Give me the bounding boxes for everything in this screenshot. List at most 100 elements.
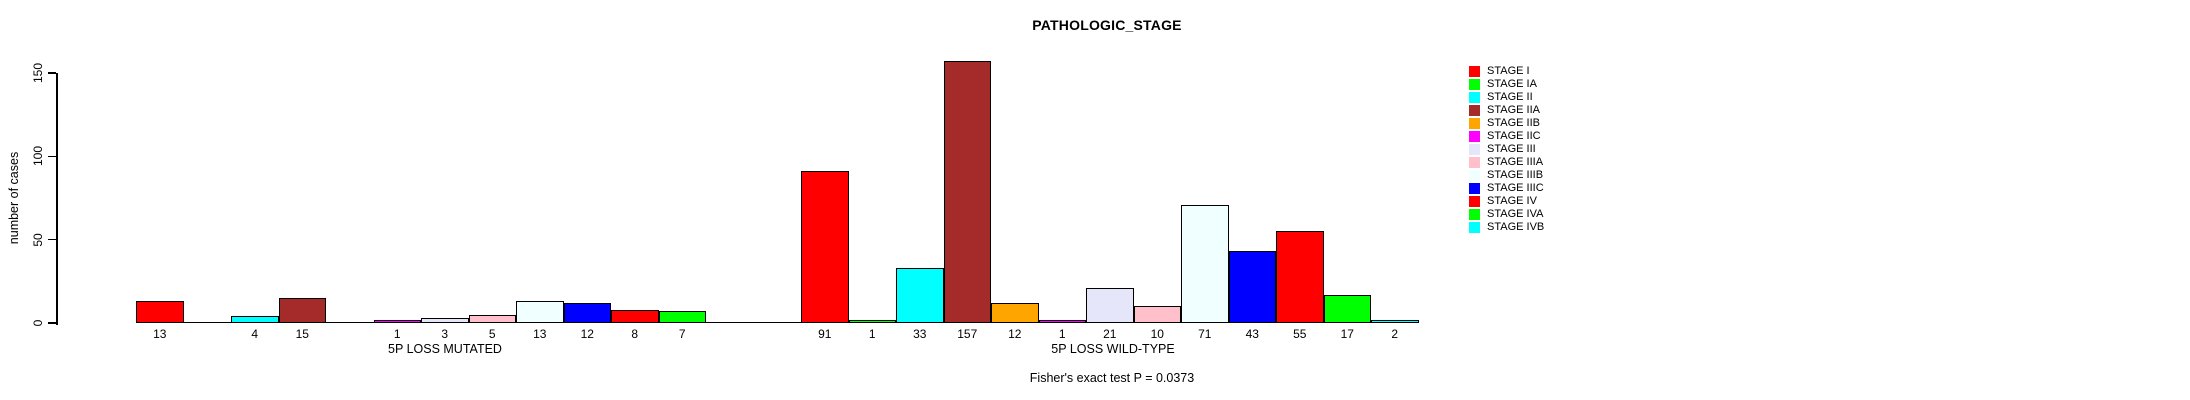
legend: STAGE I STAGE IA STAGE II STAGE IIA STAGE II…	[1469, 65, 1544, 234]
y-tick-label-text: 0	[31, 319, 45, 327]
y-tick	[48, 322, 56, 324]
bar	[421, 317, 469, 323]
bar-value-label: 1	[393, 327, 401, 341]
legend-item: STAGE IIIC	[1469, 182, 1544, 195]
legend-item: STAGE IVA	[1469, 208, 1544, 221]
legend-label: STAGE IIIC	[1487, 182, 1544, 194]
legend-label: STAGE IVA	[1487, 208, 1544, 220]
bar	[1086, 287, 1134, 323]
bar	[136, 301, 184, 323]
legend-item: STAGE IIIB	[1469, 169, 1544, 182]
fisher-test-annotation: Fisher's exact test P = 0.0373	[1029, 371, 1195, 385]
legend-label: STAGE IIB	[1487, 117, 1540, 129]
bar	[278, 297, 326, 323]
bar-value-label: 10	[1150, 327, 1164, 341]
legend-item: STAGE I	[1469, 65, 1544, 78]
y-tick	[48, 155, 56, 158]
legend-color-swatch	[1469, 183, 1480, 194]
bar	[231, 316, 279, 323]
legend-color-swatch	[1469, 209, 1480, 220]
bar	[563, 302, 611, 323]
bar-value-label: 2	[1391, 327, 1399, 341]
legend-color-swatch	[1469, 131, 1480, 142]
legend-color-swatch	[1469, 92, 1480, 103]
bar-value-label: 55	[1293, 327, 1307, 341]
legend-label: STAGE IIC	[1487, 130, 1541, 142]
legend-item: STAGE IIIA	[1469, 156, 1544, 169]
legend-item: STAGE IA	[1469, 78, 1544, 91]
bar-value-label: 71	[1198, 327, 1212, 341]
legend-label: STAGE IIA	[1487, 104, 1540, 116]
legend-label: STAGE II	[1487, 91, 1533, 103]
x-group-label-mutated: 5P LOSS MUTATED	[388, 342, 502, 356]
y-tick-label-text: 100	[31, 146, 45, 167]
y-tick	[48, 238, 56, 241]
bar	[658, 311, 706, 323]
legend-color-swatch	[1469, 196, 1480, 207]
y-tick	[48, 72, 56, 74]
bar	[1371, 319, 1419, 323]
bar-value-label: 157	[957, 327, 978, 341]
bar-value-label: 43	[1245, 327, 1259, 341]
bar	[468, 314, 516, 323]
legend-item: STAGE IVB	[1469, 221, 1544, 234]
legend-label: STAGE IIIA	[1487, 156, 1544, 168]
x-group-label-wildtype: 5P LOSS WILD-TYPE	[1051, 342, 1175, 356]
legend-color-swatch	[1469, 79, 1480, 90]
bar-value-label: 5	[488, 327, 496, 341]
bar-value-label: 21	[1103, 327, 1117, 341]
bar-value-label: 13	[533, 327, 547, 341]
bar	[373, 320, 421, 323]
bar-value-label: 1	[1058, 327, 1066, 341]
bar	[801, 171, 849, 323]
bar-value-label: 33	[913, 327, 927, 341]
x-baseline	[136, 321, 1419, 323]
legend-label: STAGE IIIB	[1487, 169, 1544, 181]
bar	[848, 320, 896, 323]
y-tick-label-text: 150	[31, 62, 45, 83]
legend-label: STAGE III	[1487, 143, 1536, 155]
bar-value-label: 4	[251, 327, 259, 341]
bar-value-label: 17	[1340, 327, 1354, 341]
bar	[516, 301, 564, 323]
legend-item: STAGE IIC	[1469, 130, 1544, 143]
bar	[943, 61, 991, 323]
legend-item: STAGE III	[1469, 143, 1544, 156]
bar	[1228, 251, 1276, 323]
bar	[896, 267, 944, 323]
chart-title: PATHOLOGIC_STAGE	[1032, 17, 1182, 33]
bar	[1133, 306, 1181, 323]
bar-value-label: 91	[818, 327, 832, 341]
legend-item: STAGE IIB	[1469, 117, 1544, 130]
legend-label: STAGE IA	[1487, 78, 1537, 90]
bar-value-label: 12	[1008, 327, 1022, 341]
legend-color-swatch	[1469, 222, 1480, 233]
bar	[1276, 231, 1324, 323]
legend-label: STAGE IVB	[1487, 221, 1545, 233]
legend-item: STAGE IIA	[1469, 104, 1544, 117]
bar	[1181, 204, 1229, 323]
legend-item: STAGE II	[1469, 91, 1544, 104]
legend-color-swatch	[1469, 105, 1480, 116]
bar	[611, 309, 659, 323]
legend-item: STAGE IV	[1469, 195, 1544, 208]
legend-color-swatch	[1469, 170, 1480, 181]
y-axis-line	[56, 73, 58, 325]
legend-color-swatch	[1469, 118, 1480, 129]
bar-value-label: 15	[295, 327, 309, 341]
bar	[1323, 294, 1371, 323]
legend-color-swatch	[1469, 157, 1480, 168]
bar-value-label: 8	[631, 327, 639, 341]
bar-value-label: 7	[678, 327, 686, 341]
bar-value-label: 1	[868, 327, 876, 341]
bar-value-label: 13	[153, 327, 167, 341]
bar	[1038, 320, 1086, 323]
bar-value-label: 3	[441, 327, 449, 341]
y-tick-label-text: 50	[31, 232, 45, 247]
legend-color-swatch	[1469, 144, 1480, 155]
bar	[991, 302, 1039, 323]
bar-value-label: 12	[580, 327, 594, 341]
y-axis-title-text: number of cases	[7, 151, 21, 245]
legend-label: STAGE IV	[1487, 195, 1537, 207]
